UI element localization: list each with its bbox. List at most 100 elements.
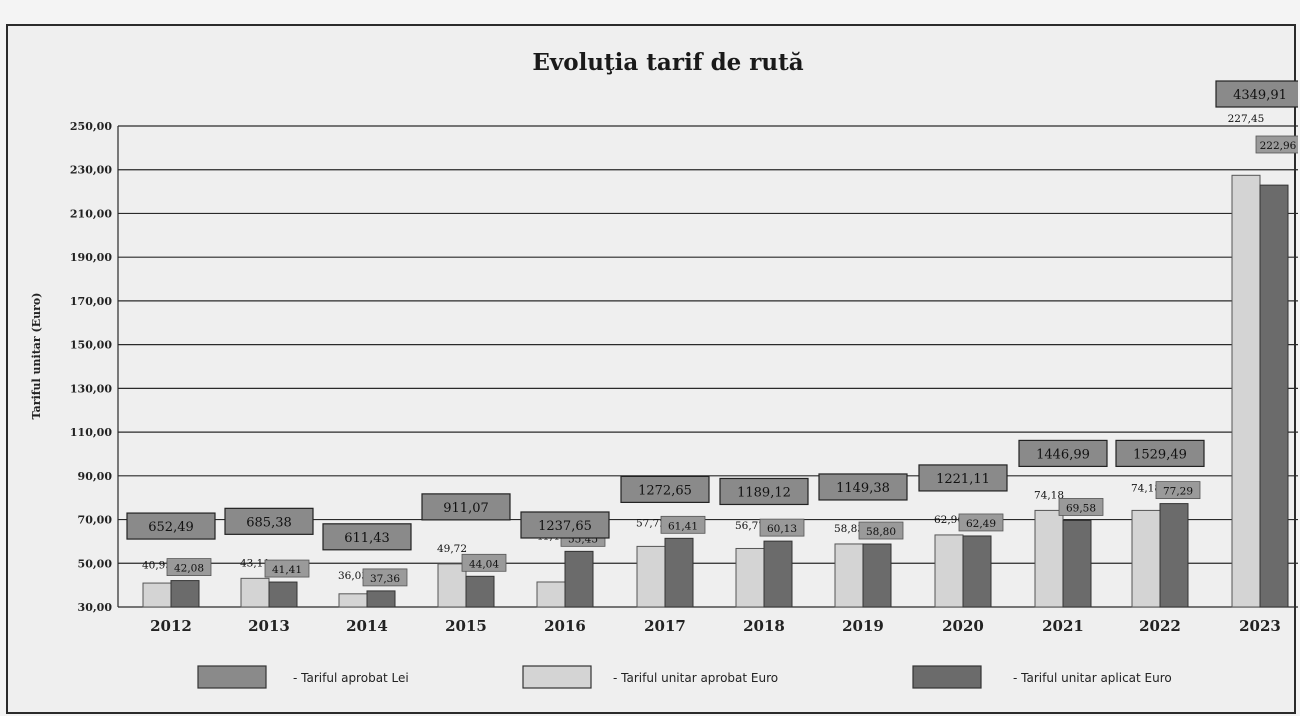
value-badge-aplicat-euro [461, 553, 507, 572]
bar-aprobat-euro [240, 577, 270, 608]
lei-box [918, 464, 1008, 492]
y-tick-label: 130,00 [70, 382, 112, 395]
value-label-aprobat-lei: 1446,99 [1036, 447, 1090, 462]
value-badge-aplicat-euro [166, 558, 212, 576]
value-label-aplicat-euro: 58,80 [866, 526, 896, 538]
value-label-aprobat-euro: 49,72 [437, 543, 467, 555]
lei-box [620, 475, 710, 503]
y-tick-label: 250,00 [70, 120, 112, 133]
y-tick-label: 150,00 [70, 339, 112, 352]
value-label-aprobat-lei: 1529,49 [1133, 447, 1187, 462]
value-label-aprobat-lei: 1221,11 [936, 472, 990, 487]
lei-box [224, 507, 314, 535]
bar-aplicat-euro [1159, 503, 1189, 608]
bar-aplicat-euro [862, 543, 892, 608]
value-label-aprobat-lei: 1149,38 [836, 481, 890, 496]
bar-aplicat-euro [465, 575, 495, 608]
legend-label: - Tariful aprobat Lei [293, 671, 409, 685]
y-tick-label: 90,00 [78, 470, 113, 483]
value-label-aprobat-euro: 74,18 [1131, 483, 1161, 495]
bar-aplicat-euro [170, 580, 200, 608]
y-tick-label: 110,00 [70, 426, 112, 439]
value-label-aprobat-euro: 40,95 [142, 560, 172, 572]
y-tick-label: 70,00 [78, 514, 113, 527]
x-tick-label: 2021 [1042, 617, 1084, 635]
lei-box [1215, 80, 1298, 108]
lei-box [421, 493, 511, 521]
value-badge-aplicat-euro [264, 559, 310, 578]
value-label-aprobat-lei: 1189,12 [737, 485, 791, 500]
legend: - Tariful aprobat Lei - Tariful unitar ap… [197, 665, 1172, 689]
route-tariff-chart: Evoluţia tarif de rută Tariful unitar (E… [30, 49, 1298, 689]
value-badge-aplicat-euro [759, 518, 805, 537]
lei-box [126, 512, 216, 540]
value-label-aplicat-euro: 42,08 [174, 563, 204, 575]
value-label-aplicat-euro: 77,29 [1163, 486, 1193, 498]
bar-aprobat-euro [1231, 174, 1261, 608]
value-badge-aplicat-euro [1058, 498, 1104, 516]
value-label-aplicat-euro: 37,36 [370, 573, 400, 585]
x-tick-label: 2023 [1239, 617, 1281, 635]
chart-frame: Evoluţia tarif de rută Tariful unitar (E… [6, 24, 1298, 714]
value-label-aplicat-euro: 41,41 [272, 564, 302, 576]
y-tick-label: 50,00 [78, 557, 113, 570]
lei-box [1018, 439, 1108, 468]
y-tick-label: 30,00 [78, 601, 113, 614]
x-tick-label: 2014 [346, 617, 388, 635]
bar-aprobat-euro [142, 582, 172, 608]
value-label-aprobat-euro: 56,77 [735, 520, 765, 532]
value-badge-aplicat-euro [958, 513, 1004, 532]
lei-box [322, 523, 412, 551]
value-label-aprobat-euro: 74,18 [1034, 489, 1064, 501]
value-label-aplicat-euro: 44,04 [469, 558, 499, 570]
bar-aprobat-euro [934, 534, 964, 608]
value-label-aprobat-lei: 4349,91 [1233, 88, 1287, 103]
value-label-aplicat-euro: 62,49 [966, 518, 996, 530]
bar-aplicat-euro [763, 540, 793, 608]
bars [142, 174, 1289, 608]
gridlines: 30,00 50,00 70,00 90,00 110,00 130,00 150,00 17… [70, 120, 1298, 614]
bar-aprobat-euro [1131, 509, 1161, 608]
y-tick-label: 230,00 [70, 164, 112, 177]
bar-aplicat-euro [268, 581, 298, 608]
value-label-aplicat-euro: 61,41 [668, 520, 698, 532]
x-tick-label: 2020 [942, 617, 984, 635]
value-badge-aplicat-euro [362, 568, 408, 587]
bar-aplicat-euro [962, 535, 992, 608]
value-label-aprobat-lei: 611,43 [344, 531, 390, 546]
y-tick-label: 170,00 [70, 295, 112, 308]
bar-aprobat-euro [536, 581, 566, 608]
value-badge-aplicat-euro [858, 521, 904, 540]
lei-box [520, 511, 610, 539]
x-tick-label: 2013 [248, 617, 290, 635]
y-tick-label: 210,00 [70, 207, 112, 220]
value-label-aprobat-lei: 652,49 [148, 520, 194, 535]
legend-label: - Tariful unitar aplicat Euro [1013, 671, 1172, 685]
legend-swatch [912, 665, 982, 689]
bar-aprobat-euro [735, 547, 765, 608]
value-label-aprobat-euro: 43,11 [240, 557, 270, 569]
value-badge-aplicat-euro [1255, 135, 1298, 154]
lei-box [719, 477, 809, 506]
value-label-aprobat-lei: 1272,65 [638, 483, 692, 498]
value-badge-aplicat-euro [660, 515, 706, 534]
legend-swatch [197, 665, 267, 689]
value-label-aprobat-euro: 227,45 [1228, 113, 1265, 125]
x-tick-label: 2012 [150, 617, 192, 635]
bar-aprobat-euro [636, 545, 666, 608]
bar-aprobat-euro [834, 543, 864, 608]
value-label-aprobat-euro: 58,83 [834, 523, 864, 535]
x-tick-label: 2022 [1139, 617, 1181, 635]
x-tick-label: 2017 [644, 617, 686, 635]
value-label-aprobat-lei: 911,07 [443, 501, 489, 516]
bar-aplicat-euro [1062, 519, 1092, 608]
value-label-aplicat-euro: 60,13 [767, 523, 797, 535]
x-tick-label: 2015 [445, 617, 487, 635]
bar-aplicat-euro [1259, 184, 1289, 608]
bar-aplicat-euro [664, 537, 694, 608]
x-tick-label: 2018 [743, 617, 785, 635]
value-label-aprobat-lei: 685,38 [246, 515, 292, 530]
value-label-aprobat-lei: 1237,65 [538, 519, 592, 534]
value-label-aprobat-euro: 57,72 [636, 517, 666, 529]
